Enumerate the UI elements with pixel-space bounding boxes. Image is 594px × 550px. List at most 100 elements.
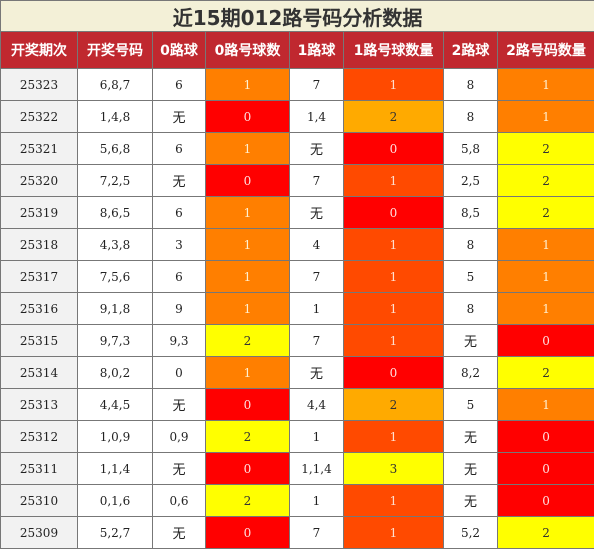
route0-count-cell: 2	[205, 324, 290, 357]
route1-cell: 无	[289, 132, 344, 165]
numbers-cell: 9,1,8	[77, 292, 153, 325]
route2-cell: 5	[443, 388, 498, 421]
route0-count-cell: 1	[205, 196, 290, 229]
route0-cell: 无	[152, 516, 206, 549]
route2-count-cell: 1	[496, 292, 594, 325]
table-row: 25311 1,1,4 无 0 1,1,4 3 无 0	[0, 452, 594, 485]
route1-count-cell: 2	[343, 100, 444, 133]
route0-count-cell: 2	[205, 484, 290, 517]
period-cell: 25321	[0, 132, 78, 165]
route0-cell: 0,6	[152, 484, 206, 517]
period-cell: 25319	[0, 196, 78, 229]
route1-cell: 1	[289, 420, 344, 453]
period-cell: 25313	[0, 388, 78, 421]
period-cell: 25317	[0, 260, 78, 293]
table-row: 25318 4,3,8 3 1 4 1 8 1	[0, 228, 594, 261]
numbers-cell: 0,1,6	[77, 484, 153, 517]
numbers-cell: 7,5,6	[77, 260, 153, 293]
route0-count-cell: 1	[205, 228, 290, 261]
route0-cell: 6	[152, 68, 206, 101]
header-route0-count: 0路号球数	[205, 31, 290, 69]
route2-cell: 8	[443, 68, 498, 101]
route2-count-cell: 2	[496, 516, 594, 549]
header-route2: 2路球	[443, 31, 498, 69]
route1-count-cell: 1	[343, 516, 444, 549]
route1-count-cell: 0	[343, 132, 444, 165]
route0-count-cell: 0	[205, 388, 290, 421]
route2-cell: 无	[443, 324, 498, 357]
route0-count-cell: 1	[205, 68, 290, 101]
route1-count-cell: 1	[343, 292, 444, 325]
period-cell: 25318	[0, 228, 78, 261]
table-row: 25317 7,5,6 6 1 7 1 5 1	[0, 260, 594, 293]
route0-count-cell: 1	[205, 356, 290, 389]
route0-cell: 9,3	[152, 324, 206, 357]
numbers-cell: 1,1,4	[77, 452, 153, 485]
route0-count-cell: 0	[205, 452, 290, 485]
route1-count-cell: 1	[343, 260, 444, 293]
table-row: 25310 0,1,6 0,6 2 1 1 无 0	[0, 484, 594, 517]
route1-cell: 7	[289, 260, 344, 293]
route0-count-cell: 0	[205, 100, 290, 133]
table-row: 25312 1,0,9 0,9 2 1 1 无 0	[0, 420, 594, 453]
table-row: 25320 7,2,5 无 0 7 1 2,5 2	[0, 164, 594, 197]
numbers-cell: 4,4,5	[77, 388, 153, 421]
numbers-cell: 1,0,9	[77, 420, 153, 453]
route2-count-cell: 0	[496, 324, 594, 357]
table-row: 25316 9,1,8 9 1 1 1 8 1	[0, 292, 594, 325]
route1-count-cell: 1	[343, 420, 444, 453]
header-numbers: 开奖号码	[77, 31, 153, 69]
period-cell: 25310	[0, 484, 78, 517]
header-route0: 0路球	[152, 31, 206, 69]
route1-cell: 4,4	[289, 388, 344, 421]
route1-cell: 7	[289, 164, 344, 197]
route0-count-cell: 1	[205, 132, 290, 165]
header-route1: 1路球	[289, 31, 344, 69]
route1-cell: 无	[289, 196, 344, 229]
route1-count-cell: 3	[343, 452, 444, 485]
period-cell: 25316	[0, 292, 78, 325]
route2-cell: 8,2	[443, 356, 498, 389]
numbers-cell: 7,2,5	[77, 164, 153, 197]
table-row: 25314 8,0,2 0 1 无 0 8,2 2	[0, 356, 594, 389]
table-row: 25309 5,2,7 无 0 7 1 5,2 2	[0, 516, 594, 549]
route2-cell: 8	[443, 228, 498, 261]
route0-cell: 6	[152, 260, 206, 293]
route0-cell: 3	[152, 228, 206, 261]
route2-count-cell: 0	[496, 484, 594, 517]
route1-cell: 无	[289, 356, 344, 389]
route1-cell: 1,1,4	[289, 452, 344, 485]
route2-cell: 无	[443, 484, 498, 517]
table-row: 25322 1,4,8 无 0 1,4 2 8 1	[0, 100, 594, 133]
route1-cell: 7	[289, 68, 344, 101]
route0-count-cell: 2	[205, 420, 290, 453]
route0-cell: 6	[152, 132, 206, 165]
period-cell: 25315	[0, 324, 78, 357]
numbers-cell: 4,3,8	[77, 228, 153, 261]
numbers-cell: 8,6,5	[77, 196, 153, 229]
route2-cell: 无	[443, 452, 498, 485]
period-cell: 25323	[0, 68, 78, 101]
route0-cell: 9	[152, 292, 206, 325]
route1-cell: 1	[289, 292, 344, 325]
route2-cell: 5	[443, 260, 498, 293]
route2-count-cell: 2	[496, 164, 594, 197]
route2-cell: 8	[443, 100, 498, 133]
route1-count-cell: 0	[343, 196, 444, 229]
route0-cell: 无	[152, 452, 206, 485]
route2-cell: 5,2	[443, 516, 498, 549]
route2-cell: 5,8	[443, 132, 498, 165]
table-row: 25315 9,7,3 9,3 2 7 1 无 0	[0, 324, 594, 357]
period-cell: 25312	[0, 420, 78, 453]
route1-cell: 7	[289, 516, 344, 549]
numbers-cell: 5,6,8	[77, 132, 153, 165]
route0-cell: 无	[152, 388, 206, 421]
route1-cell: 4	[289, 228, 344, 261]
route1-count-cell: 1	[343, 164, 444, 197]
header-period: 开奖期次	[0, 31, 78, 69]
route1-count-cell: 1	[343, 228, 444, 261]
route2-count-cell: 2	[496, 356, 594, 389]
table-row: 25313 4,4,5 无 0 4,4 2 5 1	[0, 388, 594, 421]
route0-cell: 无	[152, 164, 206, 197]
